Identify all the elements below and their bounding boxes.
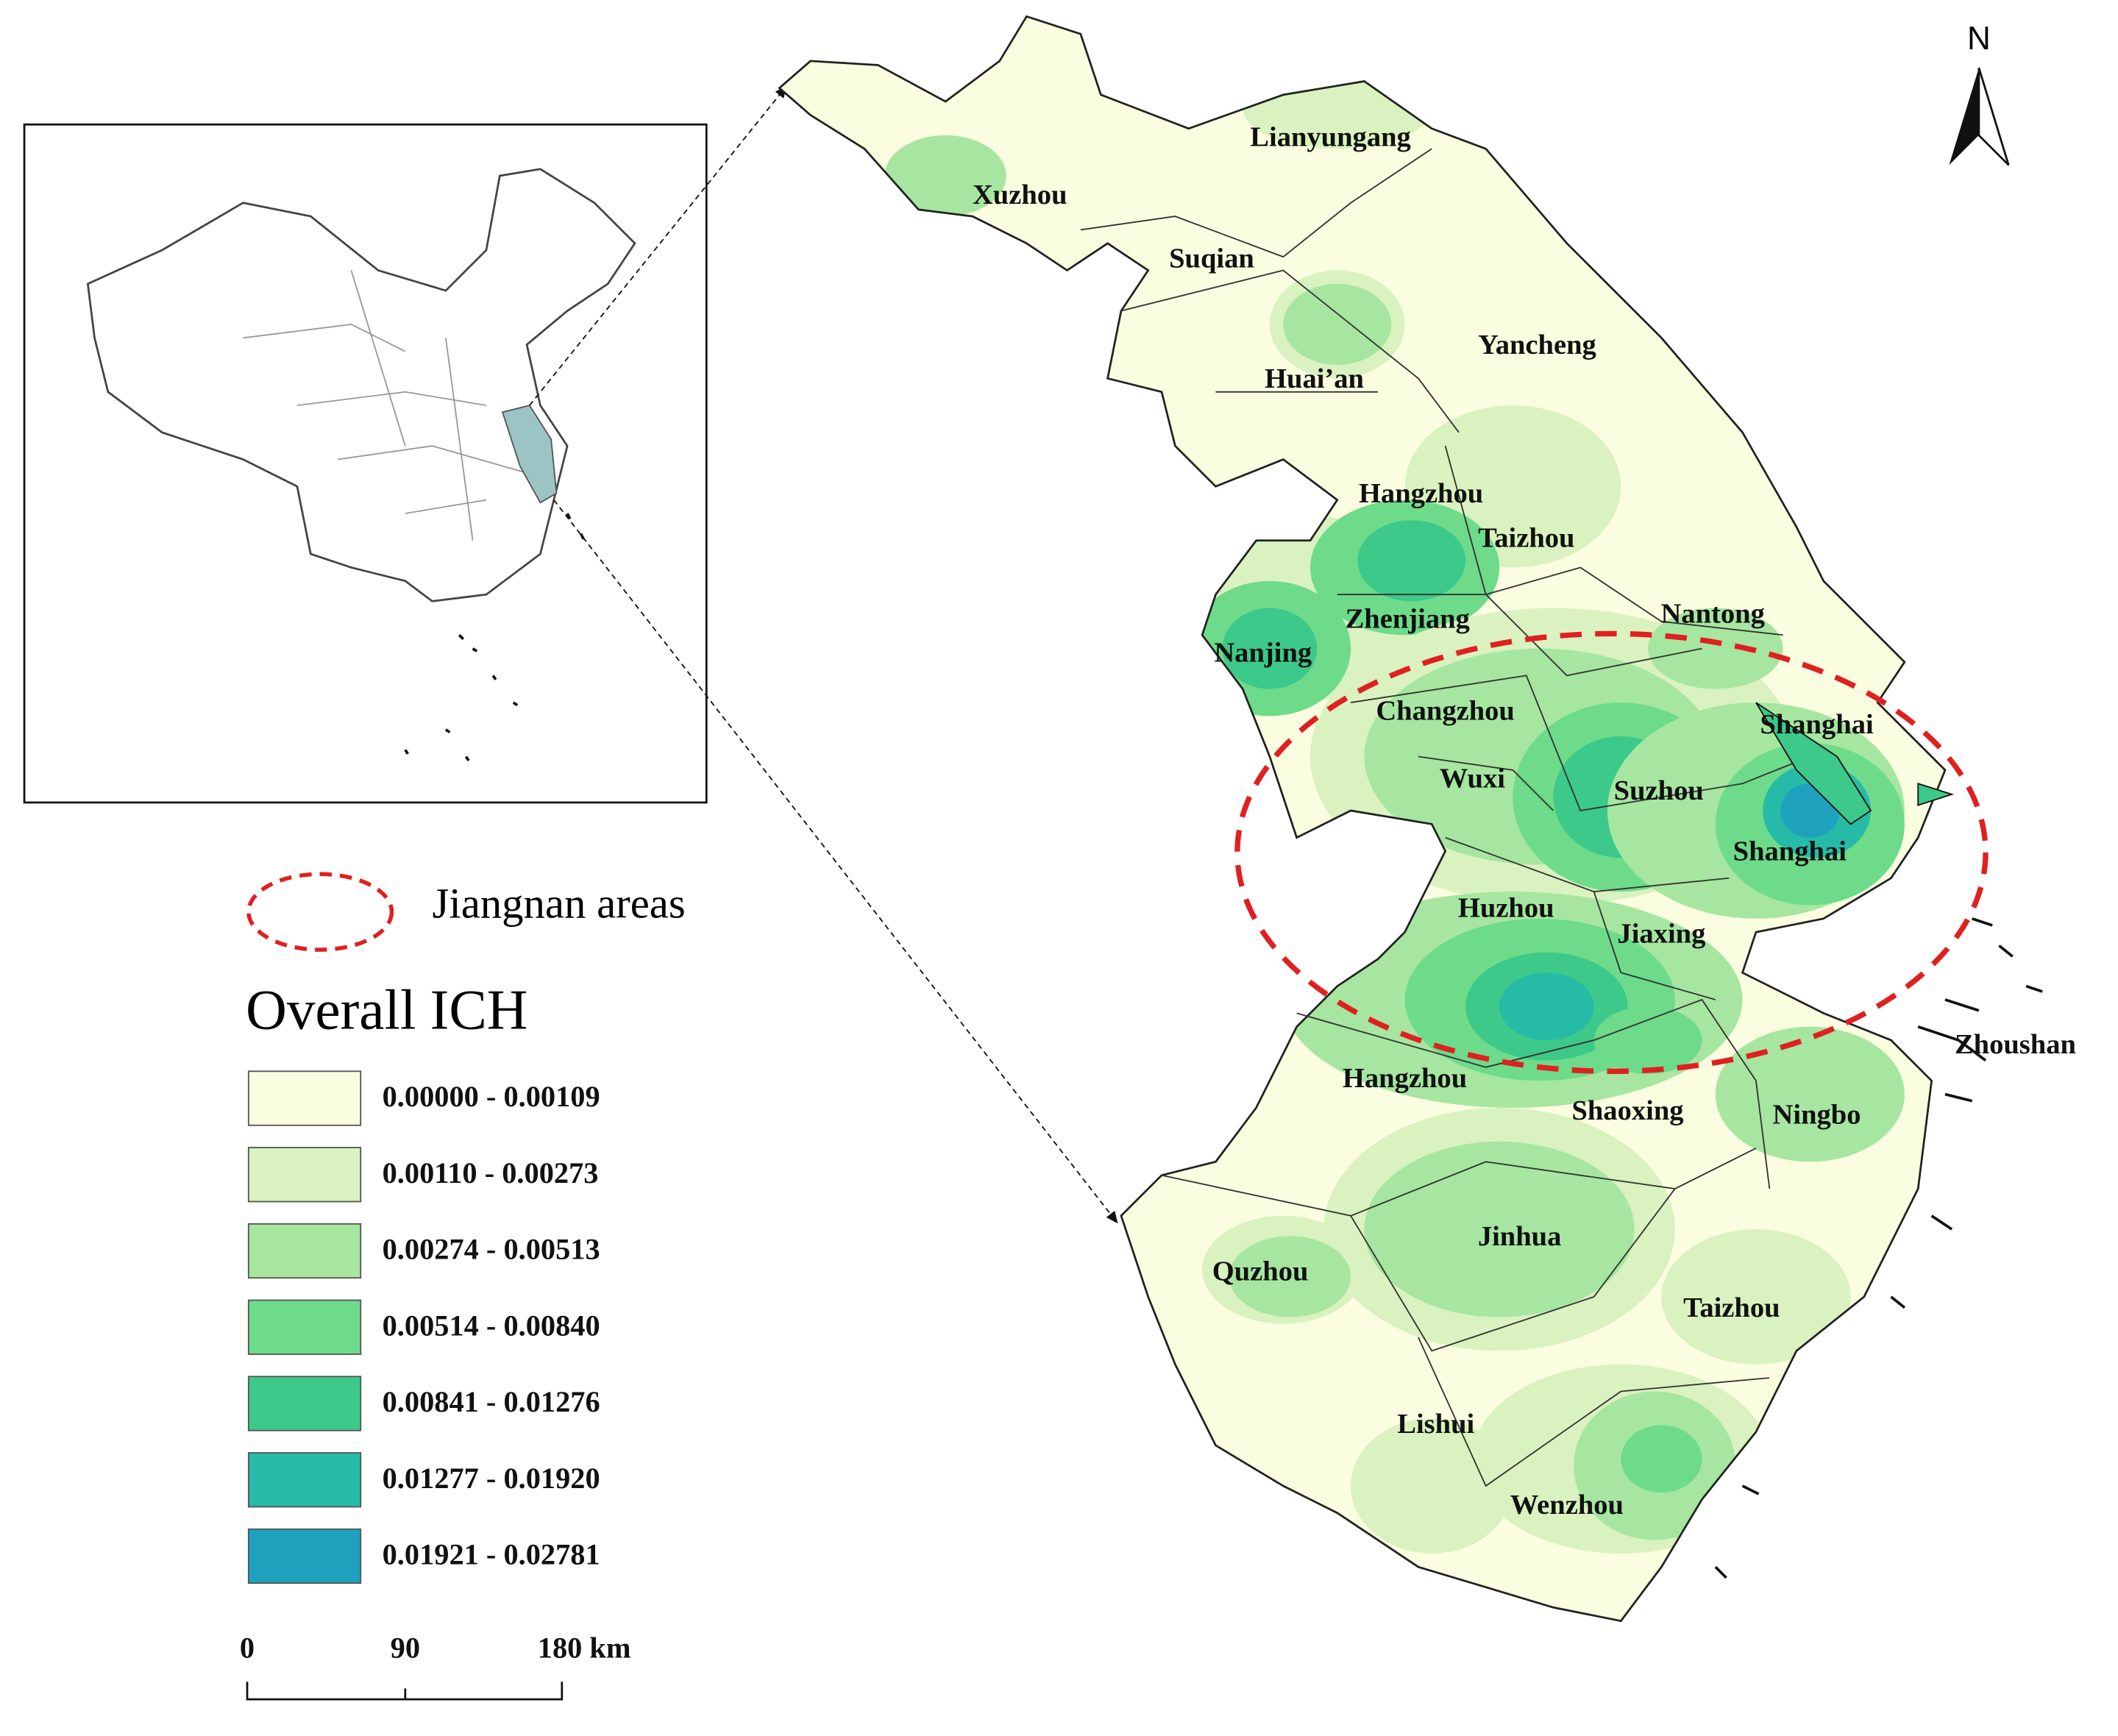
city-label: Nanjing: [1214, 638, 1312, 669]
city-label: Huai’an: [1265, 363, 1364, 394]
city-label: Suzhou: [1614, 775, 1704, 806]
city-labels: Lianyungang Xuzhou Suqian Yancheng Huai’an Ha…: [973, 121, 2076, 1520]
density-blob: [1283, 283, 1392, 366]
legend-swatch: [247, 1070, 362, 1126]
scale-bar: [246, 1682, 564, 1701]
legend-swatch: [247, 1147, 362, 1203]
chongming-island: [1755, 702, 1955, 825]
legend-swatch: [247, 1452, 362, 1508]
legend-label: 0.00274 - 0.00513: [383, 1233, 600, 1266]
legend-swatch: [247, 1376, 362, 1431]
pointer-arrow: [529, 85, 787, 406]
china-outline: [86, 168, 636, 602]
density-blob: [1661, 1229, 1851, 1365]
pointer-arrow: [553, 499, 1118, 1224]
density-blob: [1229, 1236, 1351, 1317]
legend-title: Overall ICH: [246, 978, 527, 1042]
city-label: Shanghai: [1733, 836, 1847, 867]
north-arrow: [1949, 68, 1979, 166]
density-blob: [1351, 1418, 1513, 1554]
north-arrow: [1977, 67, 2010, 166]
city-label: Jinhua: [1478, 1221, 1562, 1252]
legend-region-symbol: [246, 872, 394, 952]
density-blob: [1648, 608, 1783, 689]
city-label: Quzhou: [1212, 1256, 1309, 1287]
city-label: Wenzhou: [1510, 1490, 1624, 1520]
city-label: Taizhou: [1478, 523, 1574, 554]
city-label: Wuxi: [1440, 763, 1506, 794]
density-blob: [1357, 520, 1466, 602]
legend-label: 0.00110 - 0.00273: [383, 1156, 599, 1189]
city-label: Changzhou: [1376, 696, 1515, 727]
legend-label: 0.01921 - 0.02781: [383, 1538, 600, 1571]
legend-label: 0.00841 - 0.01276: [383, 1385, 600, 1418]
legend: 0.00000 - 0.00109 0.00110 - 0.00273 0.0027…: [247, 1070, 600, 1584]
city-label: Lishui: [1397, 1409, 1474, 1440]
city-label: Shanghai: [1760, 709, 1874, 740]
legend-swatch: [247, 1299, 362, 1355]
city-label: Ningbo: [1773, 1100, 1861, 1131]
islands: [404, 513, 585, 762]
legend-region-label: Jiangnan areas: [433, 880, 686, 928]
scale-label: 0: [240, 1631, 255, 1664]
scale-label: 90: [391, 1631, 420, 1664]
legend-label: 0.00514 - 0.00840: [383, 1309, 600, 1342]
density-blob: [1364, 1141, 1635, 1317]
density-blob: [1499, 972, 1594, 1041]
city-label: Zhenjiang: [1346, 604, 1470, 635]
city-label: Suqian: [1169, 243, 1254, 274]
province-borders: [243, 270, 527, 541]
city-borders: [1080, 148, 1810, 1487]
city-label: Shaoxing: [1571, 1095, 1683, 1126]
legend-label: 0.00000 - 0.00109: [383, 1080, 600, 1113]
density-blob: [1715, 1026, 1905, 1162]
legend-swatch: [247, 1528, 362, 1584]
city-label: Nantong: [1660, 598, 1764, 629]
legend-label: 0.01277 - 0.01920: [383, 1462, 600, 1495]
density-blob: [1593, 1006, 1702, 1075]
jiangnan-boundary: [1234, 630, 1989, 1075]
islands: [1714, 917, 2043, 1579]
city-label: Huzhou: [1458, 893, 1554, 924]
north-label: N: [1967, 21, 1991, 57]
city-label: Hangzhou: [1343, 1063, 1467, 1094]
density-blob: [1222, 608, 1318, 689]
density-blob: [884, 135, 1006, 217]
legend-swatch: [247, 1223, 362, 1279]
city-label: Hangzhou: [1359, 478, 1483, 509]
city-label: Taizhou: [1683, 1292, 1780, 1323]
city-label: Lianyungang: [1250, 121, 1411, 152]
city-label: Xuzhou: [973, 179, 1067, 210]
scale-label: 180 km: [538, 1631, 631, 1664]
density-surface: [779, 16, 1945, 1621]
density-blob: [1621, 1425, 1702, 1493]
city-label: Jiaxing: [1617, 919, 1705, 950]
city-label: Yancheng: [1478, 330, 1596, 360]
city-label: Zhoushan: [1955, 1029, 2076, 1060]
